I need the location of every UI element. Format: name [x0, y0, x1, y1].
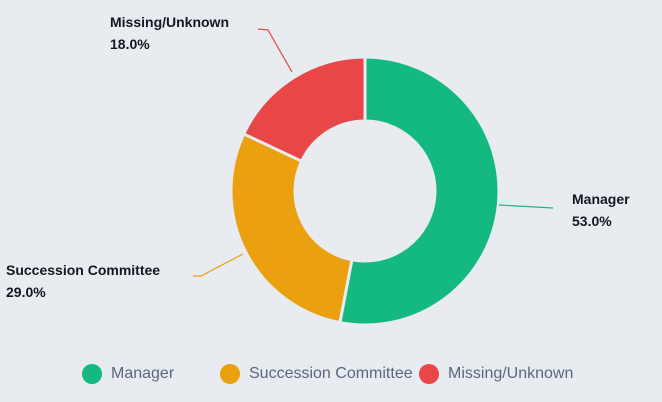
slice-label-manager-name: Manager: [572, 191, 630, 207]
slice-label-manager-value: 53.0%: [572, 213, 612, 229]
slice-label-succession-value: 29.0%: [6, 284, 46, 300]
legend-item-manager[interactable]: Manager: [82, 362, 174, 386]
legend-dot-missing-icon: [419, 364, 439, 384]
slice-label-succession-name: Succession Committee: [6, 262, 161, 278]
legend-label-manager: Manager: [111, 365, 175, 382]
chart-legend: Manager Succession Committee Missing/Unk…: [0, 362, 662, 386]
slice-label-missing: Missing/Unknown 18.0%: [110, 11, 229, 55]
legend-item-succession[interactable]: Succession Committee: [220, 362, 413, 386]
leader-line-succession: [193, 253, 244, 277]
leader-line-manager: [498, 204, 554, 209]
slice-label-missing-name: Missing/Unknown: [110, 14, 229, 30]
slice-succession[interactable]: [229, 132, 354, 325]
slice-label-manager: Manager 53.0%: [572, 188, 630, 232]
legend-dot-manager-icon: [82, 364, 102, 384]
slice-missing[interactable]: [242, 55, 367, 163]
legend-dot-succession-icon: [220, 364, 240, 384]
legend-label-missing: Missing/Unknown: [448, 365, 574, 382]
legend-item-missing[interactable]: Missing/Unknown: [419, 362, 573, 386]
slice-label-succession: Succession Committee 29.0%: [6, 259, 160, 303]
slice-manager[interactable]: [338, 55, 501, 327]
slice-label-missing-value: 18.0%: [110, 36, 150, 52]
leader-line-missing: [257, 28, 293, 73]
legend-label-succession: Succession Committee: [249, 365, 413, 382]
